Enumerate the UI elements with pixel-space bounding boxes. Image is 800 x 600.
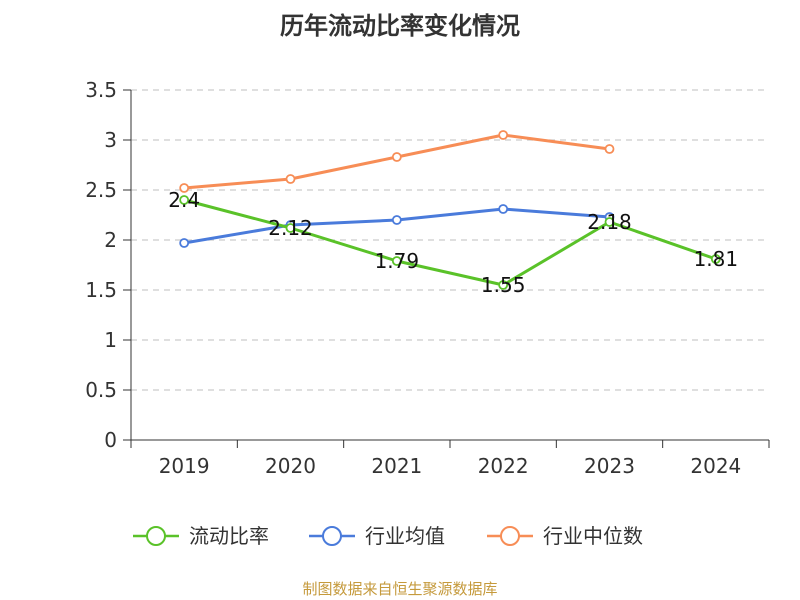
series-line-0 [183,198,717,287]
y-tick-label: 2 [104,228,117,252]
series-line-1 [183,207,610,245]
data-label: 1.79 [375,249,420,273]
y-tick-label: 1.5 [85,278,117,302]
data-point-1 [391,215,402,225]
data-point-0 [391,256,402,266]
legend-label: 行业中位数 [543,524,643,548]
data-point-2 [604,144,615,154]
y-tick-label: 0 [104,428,117,452]
data-point-0 [179,195,190,205]
data-label: 1.81 [694,247,739,271]
source-note: 制图数据来自恒生聚源数据库 [302,580,498,598]
x-tick-label: 2023 [584,454,635,478]
x-tick-label: 2024 [690,454,741,478]
data-point-1 [498,204,509,214]
y-tick-label: 3 [104,128,117,152]
data-point-0 [604,217,615,227]
data-label: 2.18 [587,210,632,234]
y-tick-label: 2.5 [85,178,117,202]
y-tick-label: 0.5 [85,378,117,402]
y-tick-label: 3.5 [85,78,117,102]
data-point-1 [179,238,190,248]
data-label: 2.4 [168,188,200,212]
data-point-2 [285,174,296,184]
data-label: 2.12 [268,216,313,240]
data-point-2 [498,130,509,140]
chart-title: 历年流动比率变化情况 [280,12,520,40]
y-tick-label: 1 [104,328,117,352]
data-point-0 [285,223,296,233]
data-label: 1.55 [481,273,526,297]
legend-marker [146,526,166,546]
legend-label: 流动比率 [189,524,269,548]
data-point-2 [391,152,402,162]
data-point-2 [179,183,190,193]
x-tick-label: 2021 [371,454,422,478]
data-point-0 [710,254,721,264]
legend-marker [500,526,520,546]
data-point-0 [498,280,509,290]
legend-marker [322,526,342,546]
x-tick-label: 2022 [478,454,529,478]
x-tick-label: 2019 [159,454,210,478]
x-tick-label: 2020 [265,454,316,478]
legend-label: 行业均值 [365,524,445,548]
